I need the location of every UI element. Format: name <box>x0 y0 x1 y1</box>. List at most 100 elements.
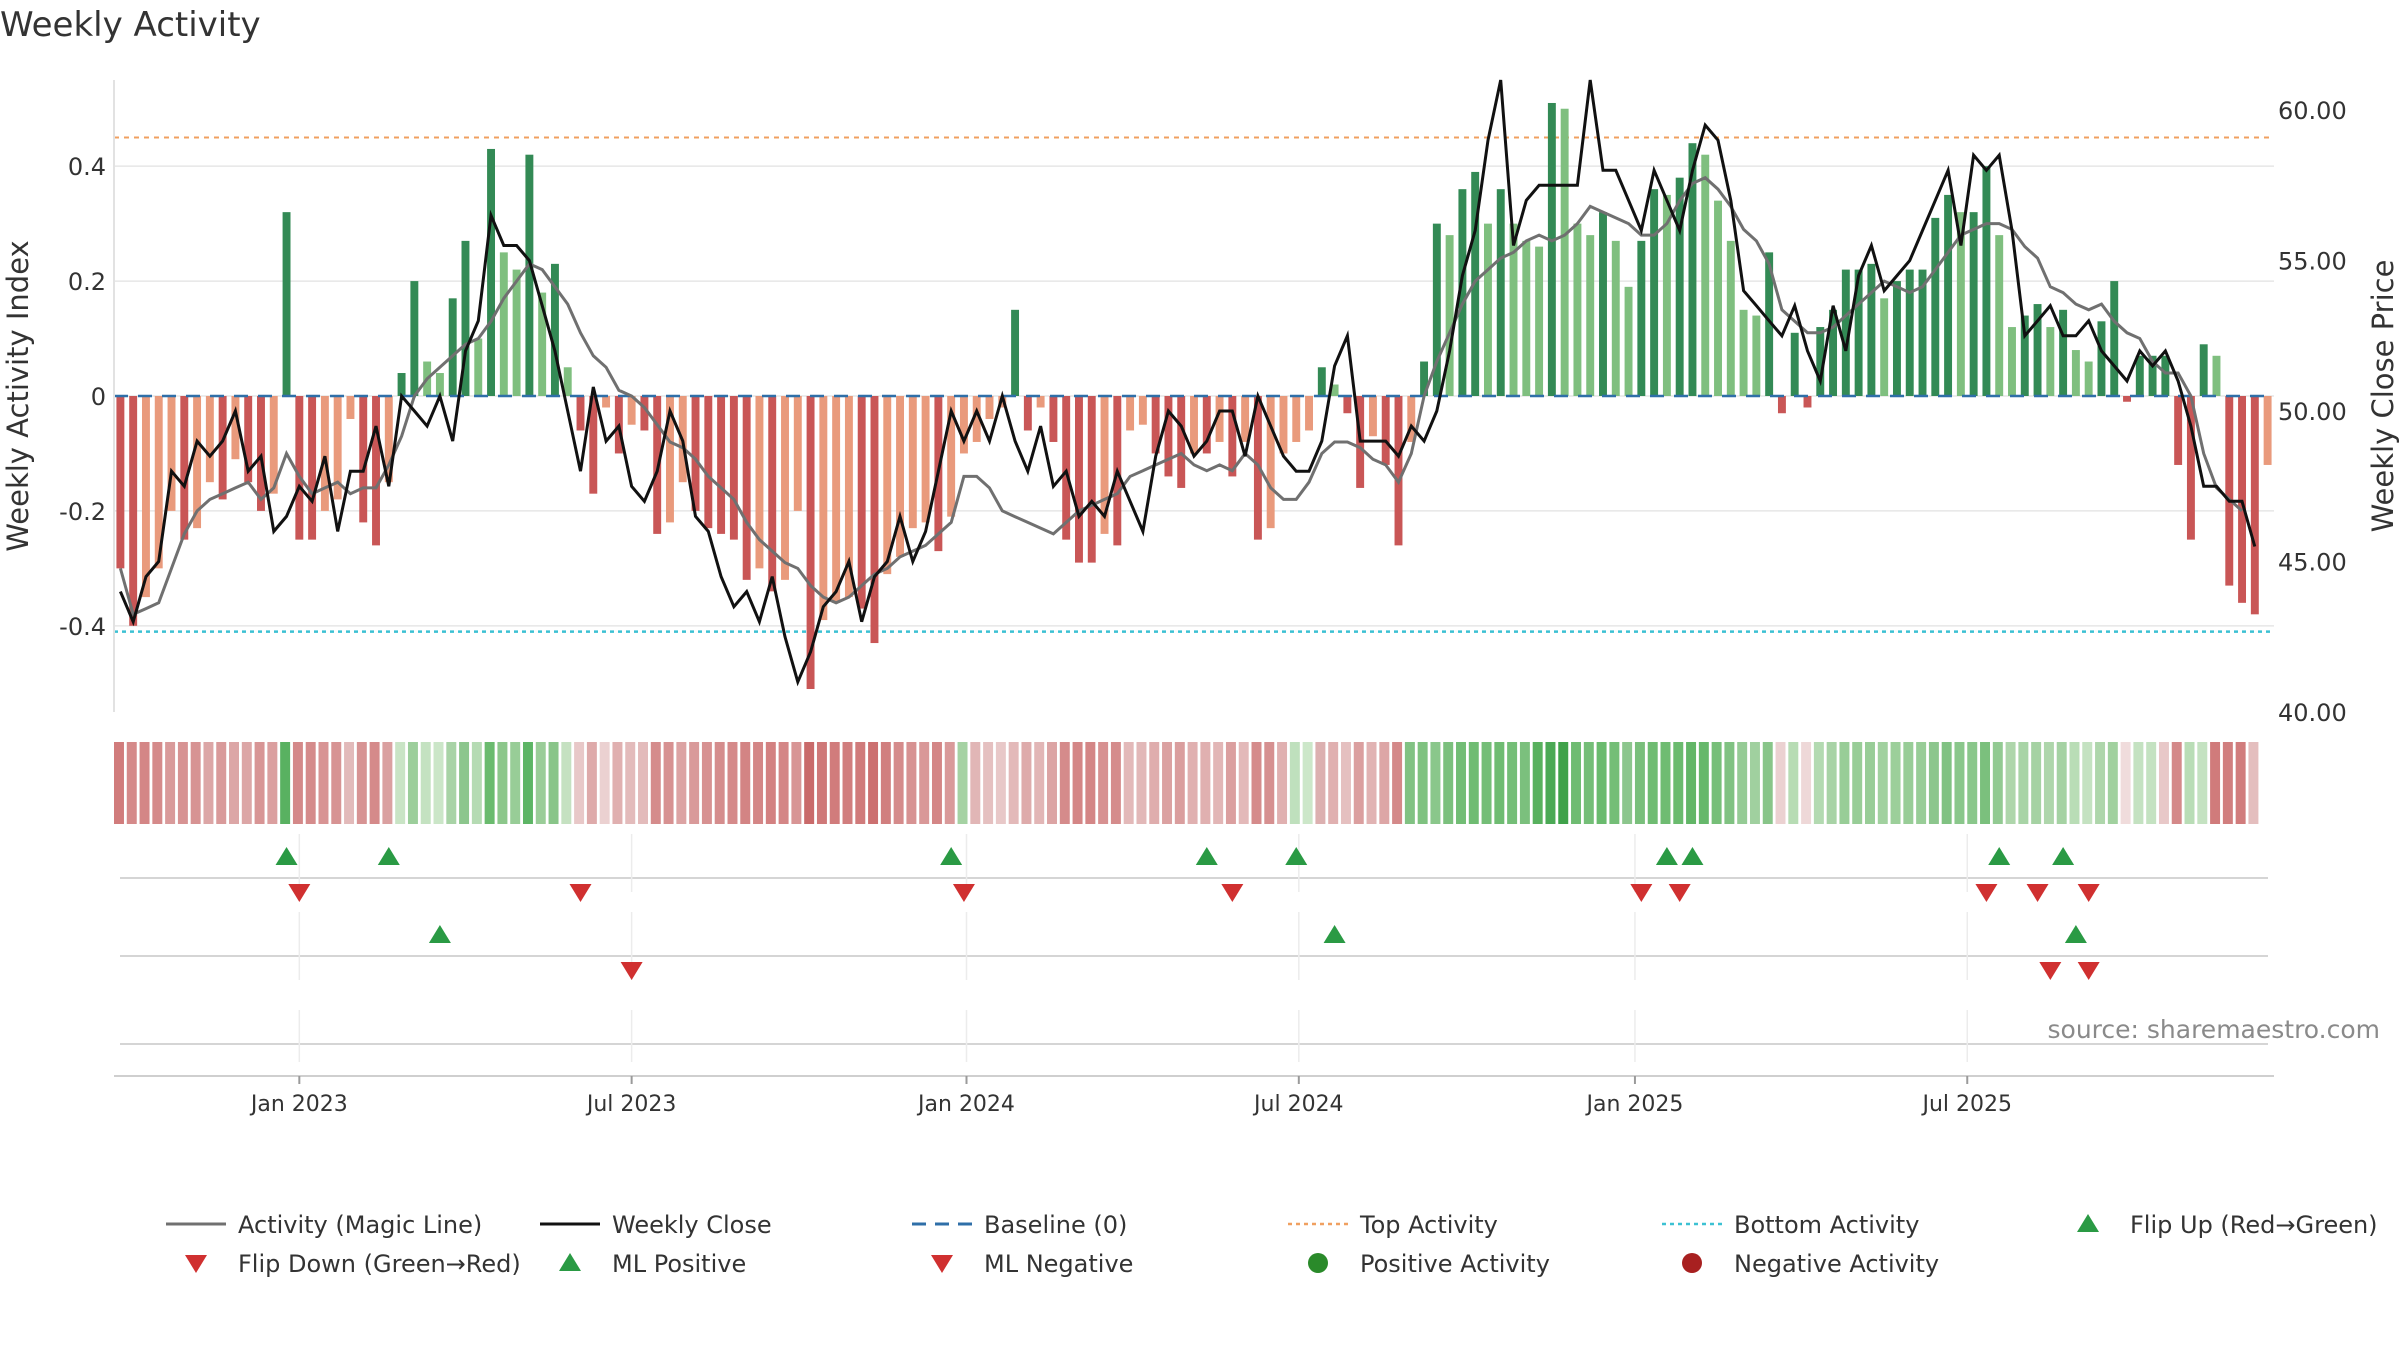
activity-bar <box>717 396 726 534</box>
heat-cell <box>229 742 239 824</box>
heat-cell <box>701 742 712 824</box>
activity-bar <box>1279 396 1288 454</box>
activity-bar <box>1956 212 1965 396</box>
heat-cell <box>1136 742 1147 824</box>
activity-bar <box>1126 396 1135 431</box>
activity-bar <box>1305 396 1313 431</box>
heat-cell <box>957 742 968 824</box>
activity-bar <box>627 396 636 425</box>
activity-bar <box>1241 396 1250 442</box>
heat-cell <box>625 742 636 824</box>
heat-cell <box>1110 742 1121 824</box>
activity-bar <box>640 396 649 431</box>
heat-cell <box>471 742 482 824</box>
heat-cell <box>1059 742 1070 824</box>
legend-swatch <box>185 1255 207 1273</box>
heat-cell <box>1251 742 1262 824</box>
heat-cell <box>1660 742 1671 824</box>
activity-bar <box>1624 286 1633 396</box>
activity-bar <box>372 396 380 546</box>
heat-cell <box>753 742 764 824</box>
activity-bar <box>576 396 585 431</box>
heat-cell <box>1749 742 1760 824</box>
heat-cell <box>459 742 470 824</box>
x-axis-ticks: Jan 2023 Jul 2023 Jan 2024 Jul 2024 Jan 2025… <box>249 1076 2012 1117</box>
heat-cell <box>331 742 342 824</box>
activity-bar <box>2071 350 2080 396</box>
right-tick-label: 50.00 <box>2278 398 2347 426</box>
activity-bar <box>2008 327 2016 396</box>
heat-cell <box>1826 742 1837 824</box>
heat-cell <box>1622 742 1633 824</box>
activity-bar <box>538 292 547 396</box>
activity-bar <box>525 154 534 396</box>
activity-bar <box>218 396 227 500</box>
activity-bar <box>1765 252 1774 396</box>
heat-cell <box>1941 742 1952 824</box>
activity-bar <box>2212 355 2221 396</box>
heat-cell <box>1928 742 1939 824</box>
activity-bar <box>1407 396 1416 442</box>
activity-bar <box>1841 269 1850 396</box>
heat-cell <box>190 742 201 824</box>
heat-cell <box>868 742 879 824</box>
activity-bar <box>985 396 994 419</box>
activity-bar <box>448 298 457 396</box>
heat-cell <box>919 742 930 824</box>
heat-cell <box>1686 742 1697 824</box>
legend-label: Flip Up (Red→Green) <box>2130 1211 2378 1239</box>
flip-down-marker <box>620 962 643 980</box>
heat-cell <box>1456 742 1466 824</box>
heat-cell <box>305 742 316 824</box>
heat-cell <box>1098 742 1109 824</box>
legend-item-bottom: Bottom Activity <box>1662 1211 1919 1239</box>
activity-bar <box>1177 396 1186 488</box>
activity-bar <box>1829 309 1838 396</box>
activity-bar <box>1560 108 1569 397</box>
heat-cell <box>1609 742 1620 824</box>
heat-cell <box>1967 742 1978 824</box>
activity-bar <box>1777 396 1786 414</box>
activity-bar <box>2263 396 2272 465</box>
heat-cell <box>1238 742 1249 824</box>
heat-cell <box>2095 742 2106 824</box>
activity-bar <box>1266 396 1275 529</box>
flip-up-marker <box>1681 847 1704 865</box>
flip-up-marker <box>275 847 298 865</box>
heat-cell <box>1903 742 1914 824</box>
activity-bar <box>2135 355 2144 396</box>
heat-cell <box>2222 742 2233 824</box>
activity-bar <box>896 396 904 557</box>
right-tick-label: 40.00 <box>2278 699 2347 727</box>
activity-bar <box>819 396 828 621</box>
activity-bar <box>729 396 738 540</box>
heat-cell <box>714 742 725 824</box>
heat-cell <box>2005 742 2016 824</box>
activity-bar <box>972 396 981 442</box>
legend-item-magic: Activity (Magic Line) <box>166 1211 482 1239</box>
activity-bar <box>1739 309 1748 396</box>
heat-cell <box>561 742 572 824</box>
activity-bar <box>1215 396 1224 442</box>
heat-cell <box>2248 742 2259 824</box>
heat-cell <box>1123 742 1134 824</box>
heat-cell <box>1711 742 1722 824</box>
heat-cell <box>1494 742 1505 824</box>
activity-bar <box>998 396 1007 408</box>
activity-bar <box>883 396 892 575</box>
legend: Activity (Magic Line) Weekly Close Baselin… <box>166 1211 2378 1278</box>
activity-bar <box>1701 154 1710 396</box>
activity-bar <box>563 367 572 396</box>
heat-cell <box>2158 742 2169 824</box>
heat-cell <box>510 742 521 824</box>
heat-cell <box>1417 742 1428 824</box>
heat-cell <box>855 742 866 824</box>
heat-cell <box>1801 742 1812 824</box>
heat-cell <box>2171 742 2182 824</box>
heat-cell <box>254 742 265 824</box>
heat-cell <box>1698 742 1709 824</box>
heat-cell <box>1980 742 1991 824</box>
heat-cell <box>944 742 955 824</box>
legend-item-ml_neg: ML Negative <box>931 1250 1133 1278</box>
heat-cell <box>216 742 227 824</box>
